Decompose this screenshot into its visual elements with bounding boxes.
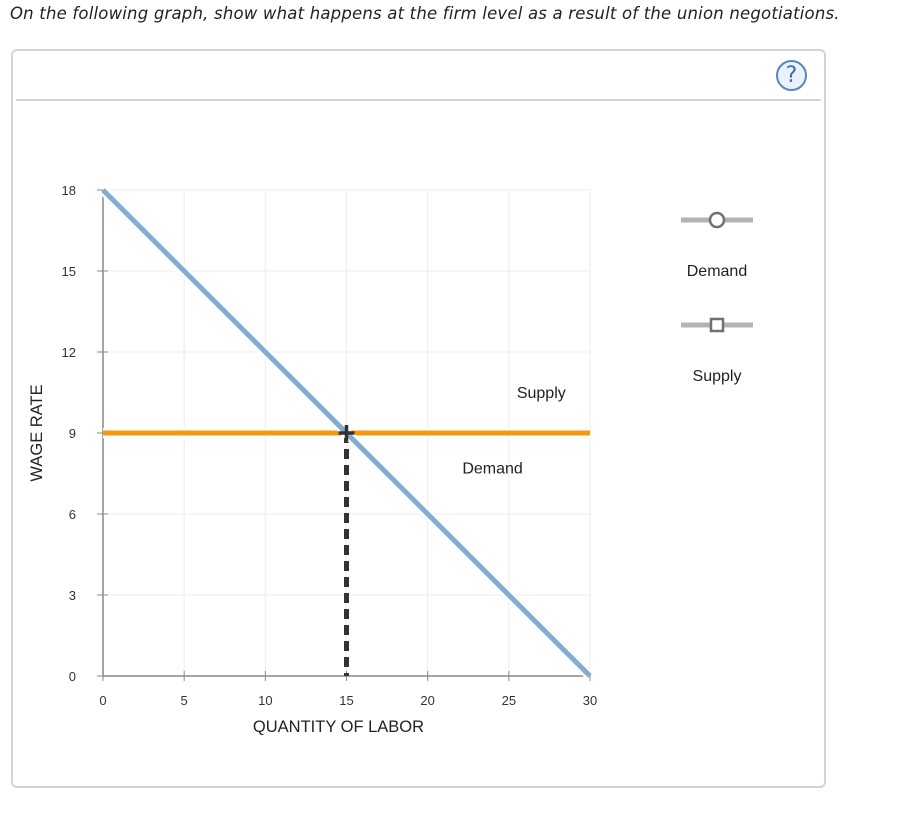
x-tick-label: 0	[99, 693, 106, 708]
question-mark-icon: ?	[785, 63, 798, 88]
supply-label: Supply	[517, 385, 566, 402]
y-tick-label: 6	[69, 507, 76, 522]
demand-label: Demand	[462, 461, 522, 478]
x-axis-title: QUANTITY OF LABOR	[253, 718, 424, 736]
x-tick-label: 30	[583, 693, 597, 708]
x-tick-label: 20	[420, 693, 434, 708]
y-tick-label: 18	[62, 183, 76, 198]
x-tick-label: 5	[181, 693, 188, 708]
supply-tool-label: Supply	[692, 368, 742, 385]
help-button[interactable]: ?	[776, 60, 807, 91]
square-marker-icon	[681, 317, 753, 333]
panel-divider	[16, 99, 821, 101]
demand-tool-label: Demand	[686, 263, 748, 280]
y-axis-title: WAGE RATE	[28, 384, 46, 481]
y-tick-label: 15	[62, 264, 76, 279]
question-prompt: On the following graph, show what happen…	[10, 4, 840, 23]
y-tick-label: 3	[69, 588, 76, 603]
circle-marker-icon	[681, 211, 753, 229]
y-tick-label: 0	[69, 669, 76, 684]
x-tick-label: 15	[339, 693, 353, 708]
y-tick-label: 12	[62, 345, 76, 360]
supply-tool[interactable]	[680, 313, 754, 337]
demand-tool[interactable]	[680, 208, 754, 232]
equilibrium-plus-icon[interactable]	[338, 425, 355, 441]
y-tick-label: 9	[69, 426, 76, 441]
graph-panel	[11, 49, 826, 788]
x-tick-label: 25	[502, 693, 516, 708]
x-tick-label: 10	[258, 693, 272, 708]
